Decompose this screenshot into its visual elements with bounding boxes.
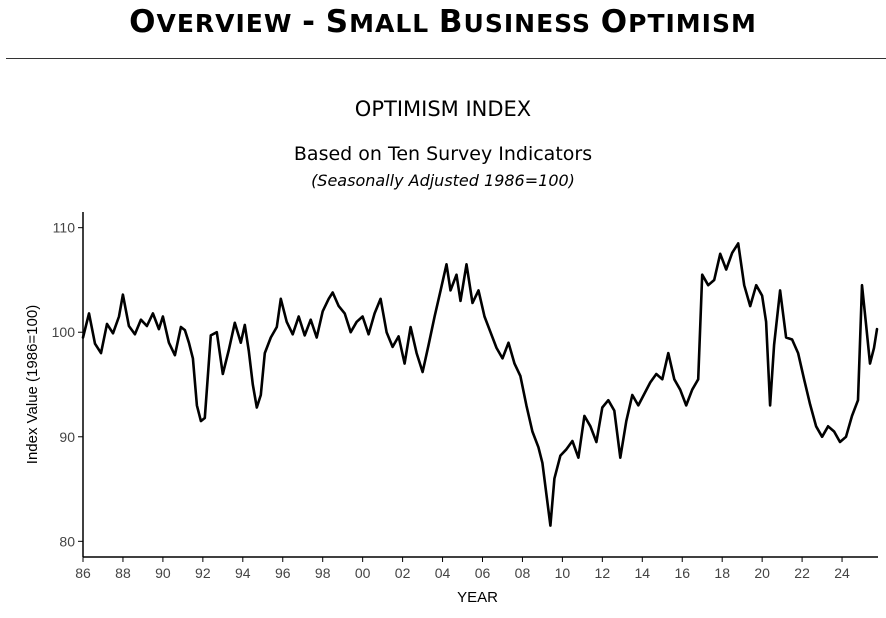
x-tick-label: 06 bbox=[475, 565, 491, 581]
x-tick-label: 92 bbox=[195, 565, 211, 581]
y-tick-label: 110 bbox=[53, 220, 76, 236]
y-tick-label: 90 bbox=[59, 429, 75, 445]
optimism-index-chart: 80 90 100 110 86 88 90 92 94 96 98 00 02 04 06 08 10 12 14… bbox=[24, 212, 879, 606]
x-tick-label: 22 bbox=[794, 565, 810, 581]
x-axis-label: YEAR bbox=[457, 589, 498, 606]
chart-title: OPTIMISM INDEX bbox=[354, 97, 532, 121]
x-tick-label: 98 bbox=[315, 565, 331, 581]
page-header-title: OVERVIEW - SMALL BUSINESS OPTIMISM bbox=[0, 4, 886, 40]
x-tick-label: 12 bbox=[595, 565, 611, 581]
chart-note: (Seasonally Adjusted 1986=100) bbox=[311, 171, 575, 190]
x-tick-label: 96 bbox=[275, 565, 291, 581]
x-tick-label: 10 bbox=[555, 565, 571, 581]
y-axis-label: Index Value (1986=100) bbox=[24, 305, 41, 464]
optimism-index-line bbox=[81, 242, 879, 527]
title-word: BUSINESS bbox=[438, 4, 592, 40]
x-tick-label: 16 bbox=[674, 565, 690, 581]
y-tick-label: 80 bbox=[59, 533, 75, 549]
x-tick-label: 04 bbox=[435, 565, 451, 581]
x-tick-label: 18 bbox=[714, 565, 730, 581]
x-tick-label: 94 bbox=[235, 565, 251, 581]
x-tick-label: 88 bbox=[115, 565, 131, 581]
y-tick-label: 100 bbox=[52, 324, 76, 340]
title-word: SMALL bbox=[325, 4, 430, 40]
x-tick-label: 00 bbox=[355, 565, 371, 581]
title-word: OVERVIEW bbox=[129, 4, 293, 40]
x-tick-label: 08 bbox=[515, 565, 531, 581]
title-word: OPTIMISM bbox=[600, 4, 757, 40]
x-tick-label: 24 bbox=[834, 565, 850, 581]
x-tick-label: 02 bbox=[395, 565, 411, 581]
x-tick-label: 90 bbox=[155, 565, 171, 581]
x-tick-label: 14 bbox=[635, 565, 651, 581]
x-tick-label: 86 bbox=[75, 565, 91, 581]
x-tick-label: 20 bbox=[754, 565, 770, 581]
chart-subtitle: Based on Ten Survey Indicators bbox=[293, 143, 593, 165]
title-word: - bbox=[302, 4, 317, 40]
header-divider bbox=[6, 58, 886, 59]
